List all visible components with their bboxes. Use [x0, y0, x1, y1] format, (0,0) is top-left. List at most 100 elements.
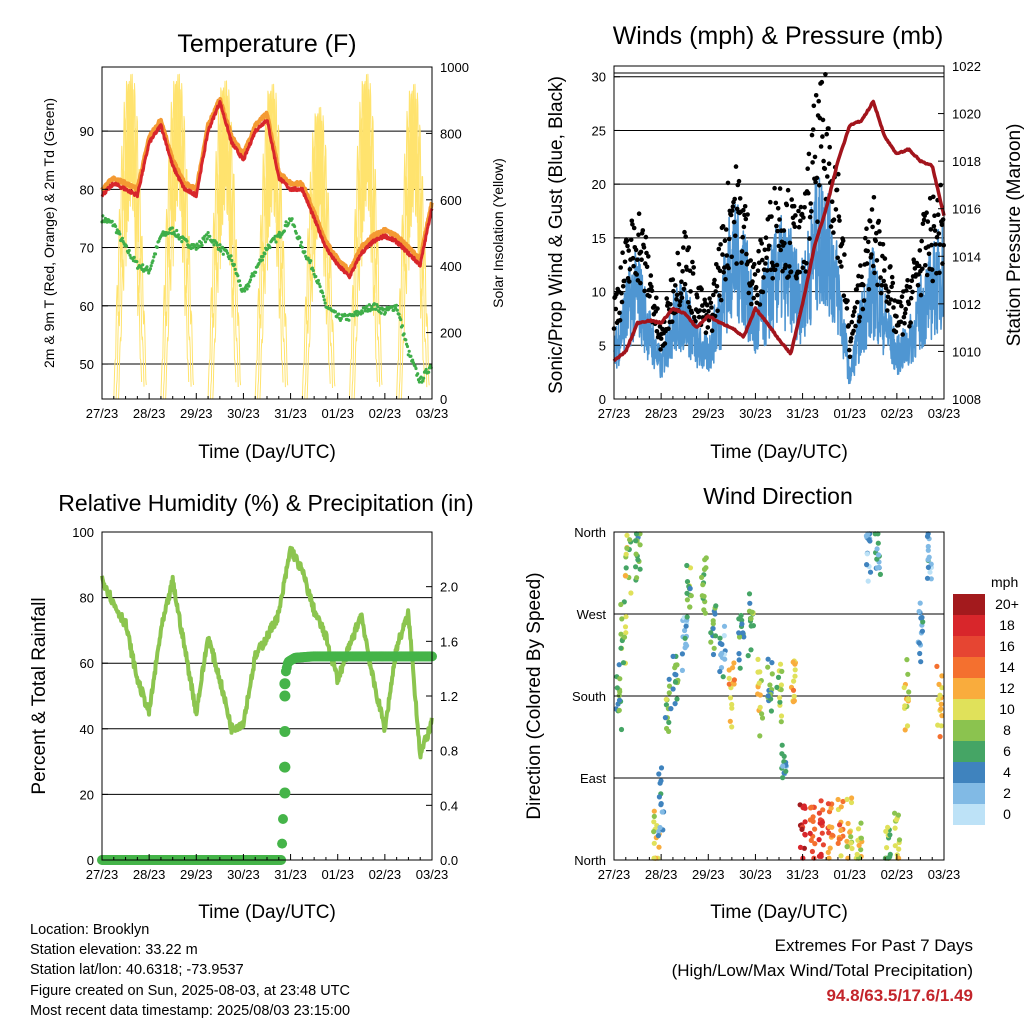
wind-gust-point: [681, 245, 686, 250]
wind-gust-point: [673, 283, 678, 288]
wind-gust-point: [781, 228, 787, 233]
wind-gust-point: [789, 197, 794, 202]
wind-gust-point: [885, 308, 890, 313]
wind-gust-point: [928, 227, 934, 232]
direction-point: [741, 634, 747, 640]
legend-swatch: [953, 636, 985, 657]
wind-gust-point: [739, 249, 745, 254]
wind-gust-point: [905, 278, 910, 283]
direction-point: [849, 845, 855, 852]
wind-gust-point: [860, 306, 866, 312]
wind-gust-point: [770, 276, 775, 281]
direction-point: [736, 634, 743, 640]
dewpoint-point: [145, 265, 149, 269]
precip-point: [279, 726, 291, 737]
wind-gust-point: [785, 187, 791, 193]
direction-point: [702, 610, 708, 616]
wind-gust-point: [833, 207, 839, 212]
wind-gust-point: [929, 242, 934, 248]
wind-gust-point: [718, 297, 724, 303]
wind-gust-point: [888, 297, 894, 302]
y-tick-label: 100: [72, 525, 94, 540]
x-tick-label: 28/23: [133, 867, 166, 882]
wind-gust-point: [620, 250, 625, 255]
direction-point: [759, 711, 765, 717]
dewpoint-point: [290, 217, 294, 221]
y-tick-label: 60: [80, 656, 94, 671]
wind-gust-point: [627, 267, 633, 272]
wind-gust-point: [908, 320, 913, 325]
wind-gust-point: [631, 225, 637, 231]
wind-gust-point: [772, 267, 778, 273]
precip-point: [279, 787, 291, 799]
y-tick-label: 50: [80, 357, 94, 372]
wind-gust-point: [847, 354, 853, 360]
dewpoint-point: [125, 244, 129, 248]
direction-point: [637, 542, 643, 548]
precip-point: [279, 678, 291, 690]
direction-point: [623, 551, 629, 557]
legend-swatch: [953, 783, 985, 804]
solar-trace: [259, 83, 289, 400]
direction-point: [736, 651, 742, 657]
dewpoint-point: [312, 272, 316, 276]
direction-point: [674, 696, 680, 702]
wind-gust-point: [733, 164, 739, 169]
y-tick-label: North: [574, 853, 606, 868]
wind-gust-point: [882, 256, 888, 261]
wind-gust-point: [920, 266, 925, 272]
wind-gust-point: [919, 238, 924, 244]
dewpoint-point: [147, 271, 151, 275]
direction-point: [939, 713, 945, 719]
wind-gust-point: [875, 282, 880, 288]
direction-point: [624, 532, 630, 538]
wind-gust-point: [854, 287, 859, 292]
wind-gust-point: [699, 286, 704, 292]
direction-point: [672, 671, 678, 677]
dewpoint-point: [335, 315, 339, 319]
direction-point: [729, 705, 735, 711]
wind-gust-point: [920, 221, 926, 226]
direction-point: [659, 809, 665, 815]
direction-point: [887, 832, 893, 838]
x-tick-label: 02/23: [369, 867, 402, 882]
y-right-tick-label: 600: [440, 193, 462, 208]
wind-gust-point: [706, 308, 711, 314]
wind-gust-point: [629, 218, 635, 224]
direction-point: [845, 820, 851, 827]
x-tick-label: 29/23: [692, 867, 725, 882]
dewpoint-point: [170, 226, 174, 230]
wind-gust-point: [907, 284, 913, 290]
wind-gust-point: [898, 319, 904, 325]
direction-point: [838, 804, 844, 810]
wind-gust-point: [885, 294, 891, 300]
direction-point: [777, 695, 783, 701]
wind-gust-point: [788, 269, 794, 275]
direction-point: [663, 696, 669, 702]
wind-gust-point: [636, 211, 642, 216]
dewpoint-point: [409, 354, 413, 358]
wind-gust-point: [774, 223, 779, 229]
y-tick-label: 90: [80, 124, 94, 139]
wind-gust-point: [682, 281, 688, 287]
direction-point: [791, 698, 798, 704]
wind-gust-point: [755, 268, 761, 274]
direction-point: [655, 833, 662, 839]
dewpoint-point: [309, 259, 313, 263]
wind-gust-point: [845, 298, 850, 304]
wind-gust-point: [625, 243, 630, 249]
direction-point: [791, 678, 797, 684]
direction-point: [765, 656, 771, 662]
direction-point: [905, 696, 912, 702]
wind-gust-point: [703, 330, 709, 336]
wind-gust-point: [837, 218, 842, 223]
dewpoint-point: [382, 307, 386, 311]
dewpoint-point: [268, 245, 272, 250]
wind-gust-point: [894, 314, 899, 319]
wind-gust-point: [889, 284, 894, 290]
wind-gust-point: [803, 269, 809, 274]
legend-swatch: [953, 657, 985, 678]
legend-swatch: [953, 699, 985, 720]
wind-gust-point: [733, 233, 738, 239]
